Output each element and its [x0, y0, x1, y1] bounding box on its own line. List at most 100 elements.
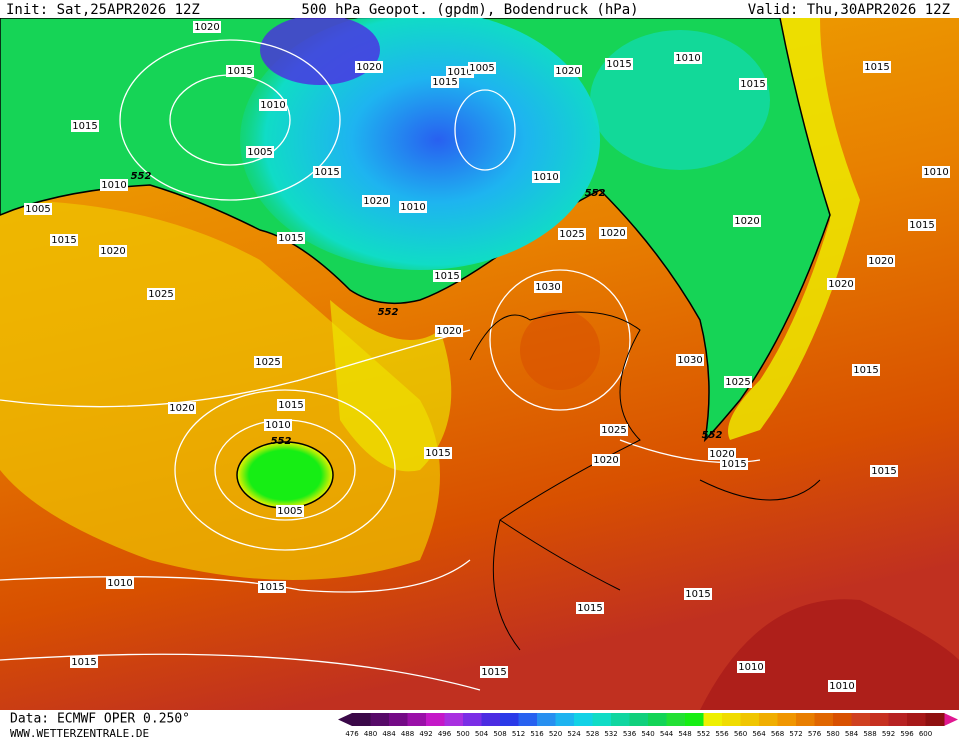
colorbar-label: 548 — [678, 730, 691, 738]
isobar-label: 1005 — [469, 63, 494, 74]
isobar-label: 1015 — [278, 400, 303, 411]
isobar-label: 1005 — [277, 506, 302, 517]
colorbar-label: 520 — [549, 730, 562, 738]
colorbar-cell — [759, 713, 778, 726]
colorbar-arrow-right — [944, 713, 958, 726]
isobar-label-box — [431, 76, 459, 88]
isobar-label: 1015 — [425, 448, 450, 459]
colorbar-cell — [796, 713, 815, 726]
colorbar-cell — [722, 713, 741, 726]
isobar-label-box — [70, 656, 98, 668]
coastlines — [469, 311, 821, 651]
isobar-label-box — [684, 588, 712, 600]
init-time: Init: Sat,25APR2026 12Z — [6, 2, 200, 18]
isobar-label-box — [399, 201, 427, 213]
colorbar-label: 544 — [660, 730, 674, 738]
colorbar-label: 496 — [438, 730, 452, 738]
colorbar-cell — [814, 713, 834, 726]
colorbar-arrow-left — [338, 713, 352, 726]
colorbar-cell — [685, 713, 704, 726]
colorbar-label: 536 — [623, 730, 637, 738]
colorbar-label: 572 — [789, 730, 802, 738]
isobar-label: 1015 — [721, 459, 746, 470]
header-bar — [0, 0, 959, 18]
isobar-label: 1015 — [278, 233, 303, 244]
isobar-label-box — [827, 278, 855, 290]
isobar-label-box — [226, 65, 254, 77]
colorbar-cell — [666, 713, 686, 726]
yellow-area — [330, 300, 452, 472]
isobar-label: 1015 — [227, 66, 252, 77]
colorbar-label: 528 — [586, 730, 599, 738]
colorbar-cell — [592, 713, 612, 726]
yellow-band — [728, 18, 860, 440]
isobar-label-box — [576, 602, 604, 614]
isobar-label-box — [24, 203, 52, 215]
colorbar-label: 576 — [808, 730, 822, 738]
colorbar-cell — [740, 713, 760, 726]
isobar-label-box — [100, 179, 128, 191]
colorbar-cell — [518, 713, 538, 726]
warm-core — [520, 310, 600, 390]
isobar-label-box — [724, 376, 752, 388]
colorbar-label: 556 — [715, 730, 729, 738]
isobar-label: 1015 — [577, 603, 602, 614]
isobar-label-box — [922, 166, 950, 178]
isobar-label-box — [737, 661, 765, 673]
isobar-label-box — [600, 424, 628, 436]
isobar-label-box — [480, 666, 508, 678]
isobar-label-box — [254, 356, 282, 368]
colorbar-cell — [907, 713, 926, 726]
isobar-label: 552 — [271, 436, 292, 447]
colorbar-label: 532 — [604, 730, 617, 738]
isobar-label: 552 — [585, 188, 606, 199]
isobar-label-box — [259, 99, 287, 111]
isobars — [0, 39, 761, 691]
isobar-label: 1015 — [314, 167, 339, 178]
isobar-label-box — [592, 454, 620, 466]
isobar-label: 1025 — [148, 289, 173, 300]
isobar-label: 1015 — [864, 62, 889, 73]
colorbar-label: 568 — [771, 730, 784, 738]
isobar-label: 1025 — [559, 229, 584, 240]
colorbar-label: 508 — [493, 730, 506, 738]
colorbar-cell — [925, 713, 945, 726]
isobar-label: 1020 — [194, 22, 219, 33]
isobar-label: 1020 — [600, 228, 625, 239]
isobar-label: 1015 — [432, 77, 457, 88]
isobar-label-box — [99, 245, 127, 257]
colorbar-label: 600 — [919, 730, 932, 738]
isobar-label-box — [605, 58, 633, 70]
colorbar-label: 552 — [697, 730, 710, 738]
isobar-label: 1020 — [436, 326, 461, 337]
isobar-label: 1025 — [255, 357, 280, 368]
colorbar-label: 488 — [401, 730, 414, 738]
isobar-label-box — [532, 171, 560, 183]
isobar-label-box — [720, 458, 748, 470]
isobar-label-box — [246, 146, 274, 158]
colorbar-label: 584 — [845, 730, 859, 738]
colorbar-label: 588 — [863, 730, 876, 738]
isobar-label: 1010 — [107, 578, 132, 589]
website: WWW.WETTERZENTRALE.DE — [10, 727, 149, 740]
colorbar-label: 580 — [826, 730, 839, 738]
colorbar-cell — [574, 713, 593, 726]
isobar-label: 1015 — [853, 365, 878, 376]
isobar-label: 1015 — [434, 271, 459, 282]
colorbar-cell — [481, 713, 501, 726]
isobar-label-box — [908, 219, 936, 231]
colorbar-label: 476 — [345, 730, 359, 738]
isobar-label-box — [71, 120, 99, 132]
isobar-label: 1025 — [601, 425, 626, 436]
data-source: Data: ECMWF OPER 0.250° — [10, 712, 190, 727]
colorbar-label: 540 — [641, 730, 654, 738]
isobar-label: 1020 — [868, 256, 893, 267]
isobar-label-box — [168, 402, 196, 414]
isobar-label: 1025 — [725, 377, 750, 388]
isobar-label-box — [424, 447, 452, 459]
isobar-label-box — [355, 61, 383, 73]
isobar-label: 1020 — [100, 246, 125, 257]
isobar-label-box — [276, 505, 304, 517]
